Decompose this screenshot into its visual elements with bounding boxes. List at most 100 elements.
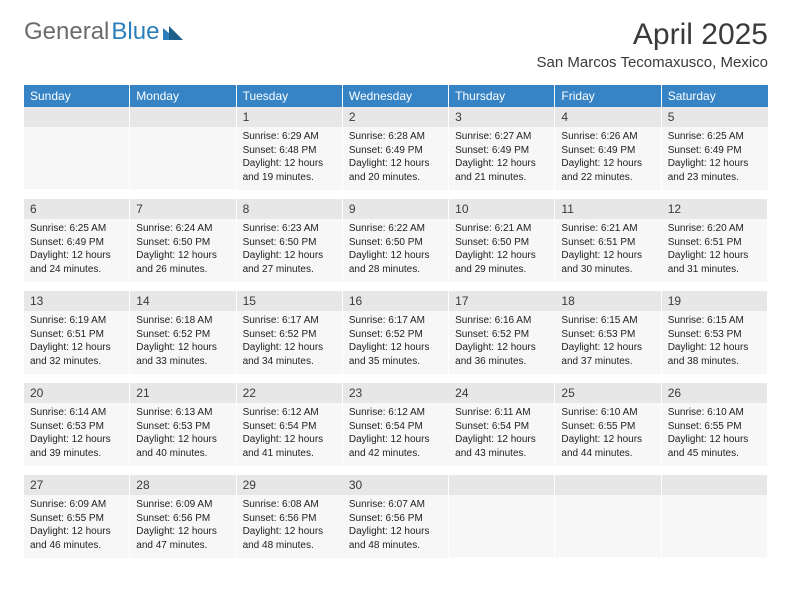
logo-text-blue: Blue <box>111 18 159 46</box>
calendar-header-cell: Saturday <box>662 85 768 107</box>
day-number: 17 <box>449 291 555 311</box>
day-number: 9 <box>343 199 448 219</box>
calendar-cell <box>130 107 236 193</box>
sunset-line: Sunset: 6:53 PM <box>561 328 654 342</box>
sunrise-line: Sunrise: 6:25 AM <box>30 222 123 236</box>
sunset-line: Sunset: 6:52 PM <box>136 328 229 342</box>
daylight-line: Daylight: 12 hours and 33 minutes. <box>136 341 229 368</box>
daylight-line: Daylight: 12 hours and 31 minutes. <box>668 249 761 276</box>
daylight-line: Daylight: 12 hours and 29 minutes. <box>455 249 548 276</box>
day-body: Sunrise: 6:12 AMSunset: 6:54 PMDaylight:… <box>343 403 449 466</box>
sunset-line: Sunset: 6:53 PM <box>30 420 123 434</box>
day-body: Sunrise: 6:09 AMSunset: 6:55 PMDaylight:… <box>24 495 129 558</box>
day-body: Sunrise: 6:10 AMSunset: 6:55 PMDaylight:… <box>555 403 660 466</box>
day-number: 26 <box>662 383 767 403</box>
sunset-line: Sunset: 6:55 PM <box>30 512 123 526</box>
calendar-cell: 15Sunrise: 6:17 AMSunset: 6:52 PMDayligh… <box>237 291 343 377</box>
day-number: 7 <box>130 199 235 219</box>
sunrise-line: Sunrise: 6:12 AM <box>243 406 336 420</box>
calendar-header-cell: Monday <box>130 85 236 107</box>
day-body-empty <box>24 127 129 189</box>
day-body: Sunrise: 6:29 AMSunset: 6:48 PMDaylight:… <box>237 127 342 190</box>
sunset-line: Sunset: 6:53 PM <box>668 328 761 342</box>
day-body: Sunrise: 6:17 AMSunset: 6:52 PMDaylight:… <box>237 311 342 374</box>
sunrise-line: Sunrise: 6:26 AM <box>561 130 654 144</box>
calendar-cell: 28Sunrise: 6:09 AMSunset: 6:56 PMDayligh… <box>130 475 236 561</box>
page-header: GeneralBlue April 2025 San Marcos Tecoma… <box>0 0 792 79</box>
daylight-line: Daylight: 12 hours and 32 minutes. <box>30 341 123 368</box>
calendar-cell: 10Sunrise: 6:21 AMSunset: 6:50 PMDayligh… <box>449 199 555 285</box>
calendar-header-row: SundayMondayTuesdayWednesdayThursdayFrid… <box>24 85 768 107</box>
day-body: Sunrise: 6:07 AMSunset: 6:56 PMDaylight:… <box>343 495 448 558</box>
calendar-cell: 16Sunrise: 6:17 AMSunset: 6:52 PMDayligh… <box>343 291 449 377</box>
daylight-line: Daylight: 12 hours and 48 minutes. <box>243 525 337 552</box>
sunrise-line: Sunrise: 6:19 AM <box>30 314 123 328</box>
daylight-line: Daylight: 12 hours and 27 minutes. <box>243 249 336 276</box>
day-body: Sunrise: 6:23 AMSunset: 6:50 PMDaylight:… <box>237 219 342 282</box>
daylight-line: Daylight: 12 hours and 21 minutes. <box>455 157 548 184</box>
day-number: 1 <box>237 107 342 127</box>
day-number: 27 <box>24 475 129 495</box>
day-body: Sunrise: 6:26 AMSunset: 6:49 PMDaylight:… <box>555 127 660 190</box>
daylight-line: Daylight: 12 hours and 39 minutes. <box>30 433 123 460</box>
sunrise-line: Sunrise: 6:17 AM <box>243 314 336 328</box>
sunrise-line: Sunrise: 6:23 AM <box>243 222 336 236</box>
sunset-line: Sunset: 6:50 PM <box>243 236 336 250</box>
calendar-cell: 4Sunrise: 6:26 AMSunset: 6:49 PMDaylight… <box>555 107 661 193</box>
logo-text-gray: General <box>24 18 109 46</box>
sunset-line: Sunset: 6:51 PM <box>30 328 123 342</box>
sunset-line: Sunset: 6:56 PM <box>243 512 337 526</box>
daylight-line: Daylight: 12 hours and 28 minutes. <box>349 249 442 276</box>
calendar-cell <box>555 475 661 561</box>
calendar-cell: 3Sunrise: 6:27 AMSunset: 6:49 PMDaylight… <box>449 107 555 193</box>
calendar-cell: 22Sunrise: 6:12 AMSunset: 6:54 PMDayligh… <box>237 383 343 469</box>
day-body-empty <box>555 495 660 557</box>
day-body: Sunrise: 6:10 AMSunset: 6:55 PMDaylight:… <box>662 403 767 466</box>
daylight-line: Daylight: 12 hours and 40 minutes. <box>136 433 229 460</box>
daylight-line: Daylight: 12 hours and 46 minutes. <box>30 525 123 552</box>
day-body: Sunrise: 6:16 AMSunset: 6:52 PMDaylight:… <box>449 311 555 374</box>
calendar-cell: 14Sunrise: 6:18 AMSunset: 6:52 PMDayligh… <box>130 291 236 377</box>
day-body: Sunrise: 6:18 AMSunset: 6:52 PMDaylight:… <box>130 311 235 374</box>
calendar-cell: 23Sunrise: 6:12 AMSunset: 6:54 PMDayligh… <box>343 383 449 469</box>
logo-triangle-icon <box>163 24 183 40</box>
day-number: 20 <box>24 383 129 403</box>
day-body: Sunrise: 6:13 AMSunset: 6:53 PMDaylight:… <box>130 403 235 466</box>
daylight-line: Daylight: 12 hours and 19 minutes. <box>243 157 336 184</box>
day-body: Sunrise: 6:12 AMSunset: 6:54 PMDaylight:… <box>237 403 342 466</box>
sunset-line: Sunset: 6:52 PM <box>243 328 336 342</box>
day-number: 14 <box>130 291 235 311</box>
daylight-line: Daylight: 12 hours and 42 minutes. <box>349 433 443 460</box>
sunrise-line: Sunrise: 6:17 AM <box>349 314 442 328</box>
day-body: Sunrise: 6:17 AMSunset: 6:52 PMDaylight:… <box>343 311 448 374</box>
day-number-empty <box>130 107 235 127</box>
sunset-line: Sunset: 6:49 PM <box>668 144 762 158</box>
day-body: Sunrise: 6:11 AMSunset: 6:54 PMDaylight:… <box>449 403 554 466</box>
sunset-line: Sunset: 6:50 PM <box>349 236 442 250</box>
calendar-cell: 1Sunrise: 6:29 AMSunset: 6:48 PMDaylight… <box>237 107 343 193</box>
day-number: 11 <box>555 199 661 219</box>
daylight-line: Daylight: 12 hours and 41 minutes. <box>243 433 336 460</box>
day-body: Sunrise: 6:15 AMSunset: 6:53 PMDaylight:… <box>662 311 767 374</box>
calendar-cell: 24Sunrise: 6:11 AMSunset: 6:54 PMDayligh… <box>449 383 555 469</box>
daylight-line: Daylight: 12 hours and 47 minutes. <box>136 525 229 552</box>
sunset-line: Sunset: 6:49 PM <box>455 144 548 158</box>
calendar-cell: 6Sunrise: 6:25 AMSunset: 6:49 PMDaylight… <box>24 199 130 285</box>
day-number: 24 <box>449 383 554 403</box>
day-number: 23 <box>343 383 449 403</box>
sunrise-line: Sunrise: 6:27 AM <box>455 130 548 144</box>
page-title: April 2025 <box>537 18 768 52</box>
sunrise-line: Sunrise: 6:10 AM <box>668 406 761 420</box>
calendar-header-cell: Sunday <box>24 85 130 107</box>
calendar-cell: 8Sunrise: 6:23 AMSunset: 6:50 PMDaylight… <box>237 199 343 285</box>
sunset-line: Sunset: 6:49 PM <box>30 236 123 250</box>
daylight-line: Daylight: 12 hours and 23 minutes. <box>668 157 762 184</box>
daylight-line: Daylight: 12 hours and 48 minutes. <box>349 525 442 552</box>
calendar-cell: 27Sunrise: 6:09 AMSunset: 6:55 PMDayligh… <box>24 475 130 561</box>
sunrise-line: Sunrise: 6:28 AM <box>349 130 442 144</box>
day-number: 5 <box>662 107 768 127</box>
day-number: 22 <box>237 383 342 403</box>
calendar-cell: 12Sunrise: 6:20 AMSunset: 6:51 PMDayligh… <box>662 199 768 285</box>
day-number: 8 <box>237 199 342 219</box>
day-number: 16 <box>343 291 448 311</box>
